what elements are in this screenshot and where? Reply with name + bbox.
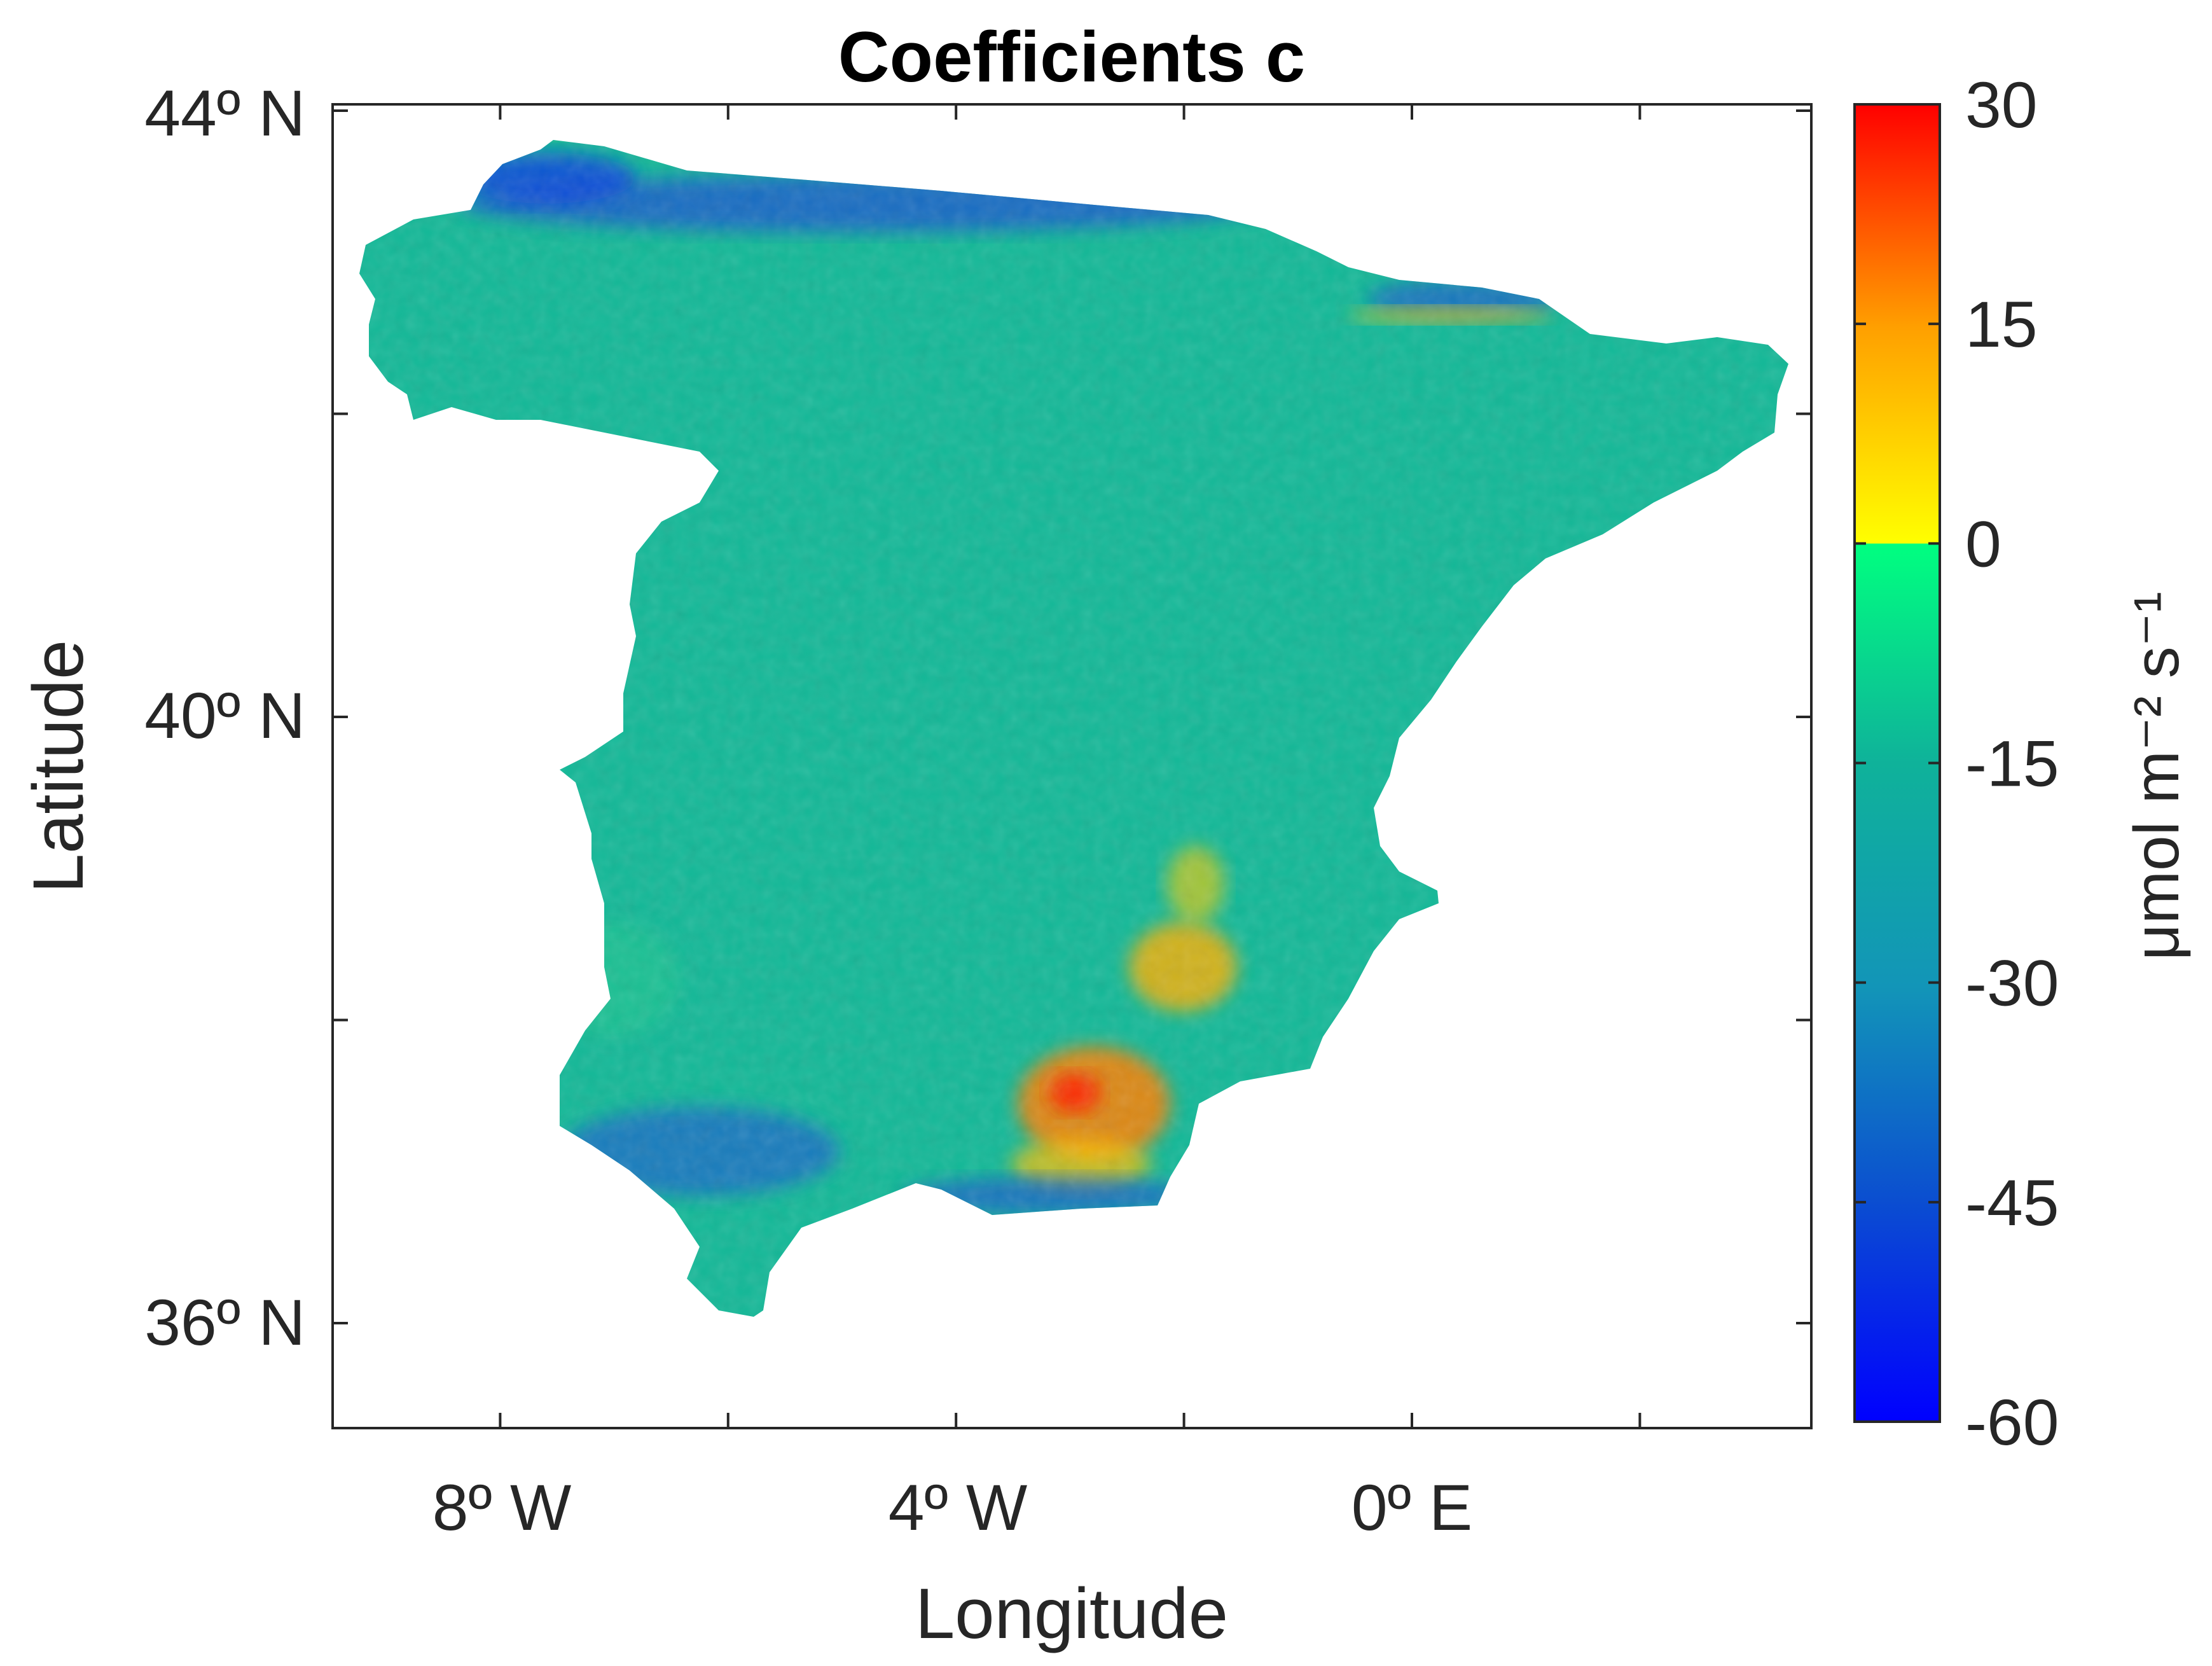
colorbar-ticks: [1855, 103, 1940, 1423]
colorbar-tick-label: -45: [1965, 1167, 2059, 1239]
colorbar-tick-label: 0: [1965, 508, 2001, 580]
colorbar-unit-label: μmol m⁻² s⁻¹: [2121, 592, 2192, 961]
y-axis-ticks: [333, 109, 1811, 1324]
x-tick-label-4w: 4º W: [888, 1471, 1028, 1544]
plot-axes-box: [331, 103, 1813, 1429]
colorbar-tick-label: 30: [1965, 69, 2037, 141]
y-tick-label-40n: 40º N: [144, 679, 305, 752]
land-overlays: [359, 140, 1788, 1317]
colorbar-tick-label: -60: [1965, 1386, 2059, 1459]
y-tick-label-44n: 44º N: [144, 77, 305, 149]
colorbar-gradient: [1853, 103, 1941, 1423]
x-tick-label-8w: 8º W: [432, 1471, 572, 1544]
colorbar-tick-label: -15: [1965, 728, 2059, 800]
y-tick-label-36n: 36º N: [144, 1286, 305, 1359]
x-axis-label: Longitude: [915, 1574, 1228, 1653]
land-grain-texture: [359, 140, 1788, 1317]
x-tick-label-0e: 0º E: [1351, 1471, 1472, 1544]
colorbar-tick-labels: 30 15 0 -15 -30 -45 -60: [1965, 69, 2059, 1459]
colorbar: 30 15 0 -15 -30 -45 -60 μmol m⁻² s⁻¹: [1853, 69, 2192, 1459]
chart-title: Coefficients c: [838, 17, 1305, 97]
x-axis-ticks: [499, 104, 1642, 1428]
y-axis-label: Latitude: [18, 640, 98, 894]
map-layer: [359, 140, 1788, 1317]
colorbar-tick-label: 15: [1965, 288, 2037, 361]
colorbar-tick-label: -30: [1965, 947, 2059, 1020]
